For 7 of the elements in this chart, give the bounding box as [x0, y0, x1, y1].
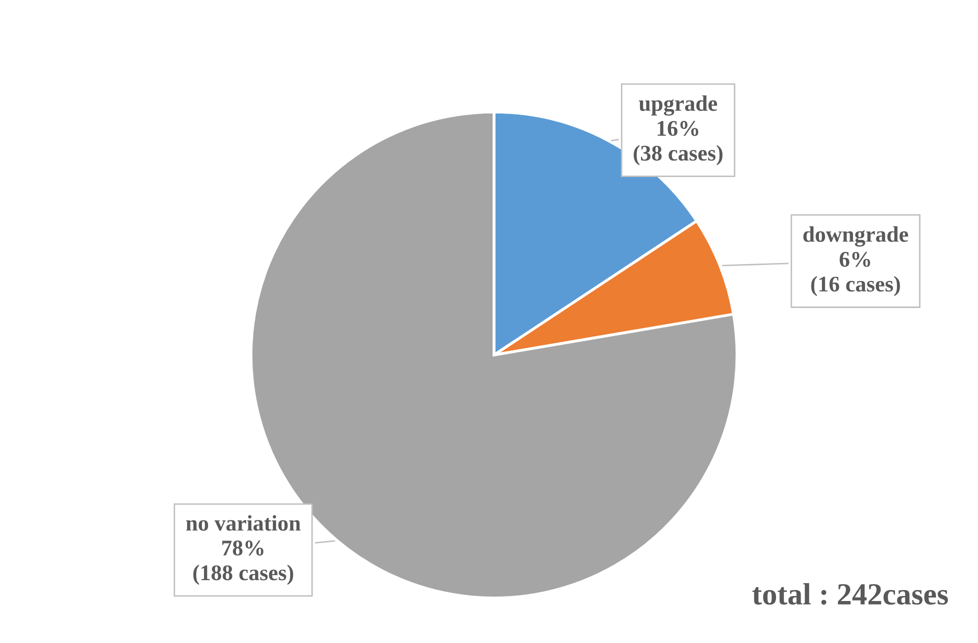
slice-label: upgrade: [638, 95, 718, 116]
data-label: 78% (188 cases): [193, 540, 294, 585]
slice-label: no variation: [186, 515, 301, 531]
data-label: 6% (16 cases): [811, 252, 900, 296]
text: total : 242cases: [752, 583, 948, 605]
slice-label: downgrade: [803, 226, 908, 247]
data-label: 16% (38 cases): [634, 120, 722, 166]
